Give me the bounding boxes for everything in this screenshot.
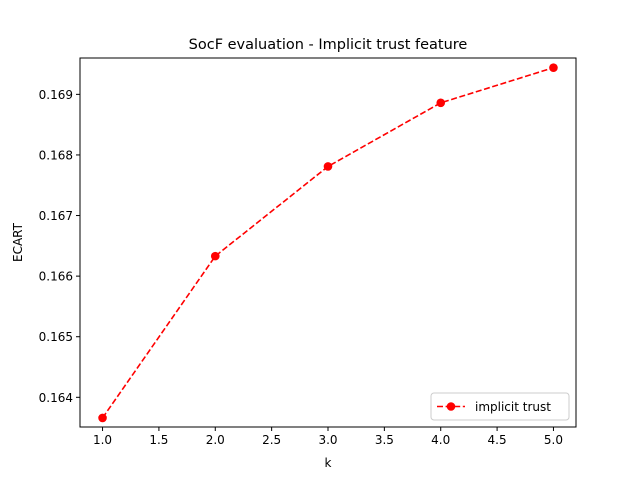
x-tick-label: 4.0 (431, 433, 450, 447)
x-axis-label: k (325, 456, 332, 470)
x-tick-label: 5.0 (544, 433, 563, 447)
y-axis-label: ECART (11, 222, 25, 262)
x-tick-label: 3.0 (318, 433, 337, 447)
x-axis: 1.0 1.5 2.0 2.5 3.0 3.5 4.0 4.5 5.0 (93, 427, 563, 447)
y-tick-label: 0.165 (39, 330, 73, 344)
data-point (323, 162, 333, 171)
data-point (210, 251, 220, 261)
y-tick-label: 0.166 (39, 270, 73, 284)
data-point (98, 413, 107, 423)
x-tick-label: 2.5 (262, 433, 281, 447)
y-tick-label: 0.164 (39, 391, 73, 405)
x-tick-label: 2.0 (206, 433, 225, 447)
plot-area (98, 63, 558, 423)
x-tick-label: 1.0 (93, 433, 112, 447)
data-point (549, 63, 558, 72)
y-tick-label: 0.167 (39, 209, 73, 223)
legend-marker (446, 402, 456, 411)
legend: implicit trust (430, 392, 570, 421)
legend-label: implicit trust (475, 400, 551, 414)
y-axis: 0.164 0.165 0.166 0.167 0.168 0.169 (39, 88, 80, 405)
x-tick-label: 3.5 (375, 433, 394, 447)
y-tick-label: 0.168 (39, 148, 73, 162)
data-point (436, 98, 446, 108)
legend-box (430, 392, 570, 421)
x-tick-label: 4.5 (488, 433, 507, 447)
x-tick-label: 1.5 (149, 433, 168, 447)
chart-title: SocF evaluation - Implicit trust feature (189, 37, 468, 53)
y-tick-label: 0.169 (39, 88, 73, 102)
